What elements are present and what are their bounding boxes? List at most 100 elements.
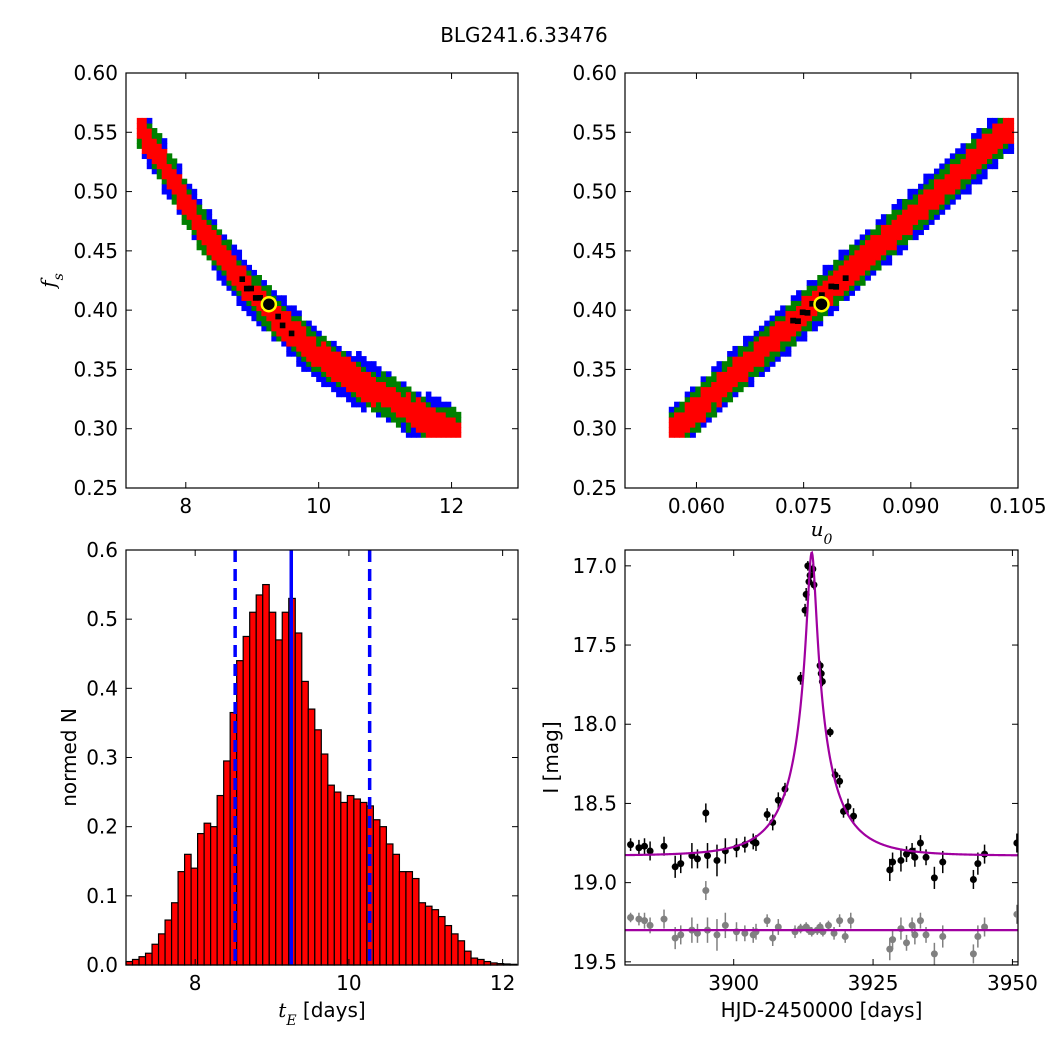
fs_vs_tE-density-cell: [196, 214, 203, 220]
fs_vs_u0-density-cell: [918, 188, 924, 195]
fs_vs_tE-density-cell: [346, 381, 352, 388]
fs_vs_u0-density-cell: [690, 421, 696, 428]
fs_vs_u0-density-cell: [880, 229, 887, 236]
fs_vs_tE-density-cell: [141, 143, 148, 149]
fs_vs_tE-density-cell: [176, 178, 183, 185]
fs_vs_u0-density-cell: [992, 117, 999, 124]
fs_vs_tE-density-cell: [161, 153, 168, 160]
residual-point: [660, 915, 668, 923]
fs_vs_u0-density-cell: [880, 259, 887, 266]
histogram-bar: [242, 635, 251, 966]
residual-point: [671, 934, 679, 942]
fs_vs_u0-density-cell: [891, 239, 898, 246]
fs_vs_u0-density-cell: [923, 193, 930, 200]
histogram-bar: [450, 933, 459, 966]
fs_vs_tE-density-cell: [231, 264, 238, 271]
fs_vs_u0-density-cell: [764, 356, 771, 362]
fs_vs_u0-density-cell: [705, 401, 712, 408]
fs_vs_u0-density-cell: [668, 416, 675, 423]
fs_vs_tE-density-cell: [336, 356, 342, 362]
fs_vs_tE-density-cell: [361, 386, 367, 393]
fs_vs_tE-density-cell: [301, 335, 307, 342]
fs_vs_u0-density-cell: [822, 310, 829, 317]
fs_vs_u0-density-cell: [780, 340, 787, 347]
fs_vs_tE-density-cell: [321, 376, 327, 383]
fs_vs_tE-density-cell: [366, 366, 372, 372]
fs_vs_u0-density-cell: [865, 249, 871, 256]
fs_vs_u0-density-cell: [737, 356, 744, 362]
fs_vs_tE-density-cell: [216, 234, 223, 241]
light_curve-ytick-label: 19.5: [572, 950, 617, 974]
fs_vs_tE-density-cell: [390, 406, 397, 413]
fs_vs_tE-density-cell: [206, 214, 213, 220]
fs_vs_tE-density-cell: [211, 249, 218, 256]
fs_vs_u0-density-cell: [668, 421, 675, 428]
fs_vs_u0-density-cell: [870, 229, 877, 236]
histogram-bar: [170, 902, 179, 966]
fs_vs_u0-density-cell: [817, 285, 824, 291]
fs_vs_u0-density-cell: [674, 432, 681, 438]
fs_vs_u0-density-cell: [705, 386, 712, 393]
fs_vs_tE-density-cell: [415, 401, 422, 408]
fs_vs_tE-density-cell: [306, 351, 312, 357]
data-point: [916, 839, 924, 847]
fs_vs_tE-density-cell: [151, 168, 158, 175]
residual-point: [908, 921, 916, 929]
fs_vs_u0-density-cell: [827, 264, 834, 271]
fs_vs_u0-density-cell: [891, 209, 898, 215]
fs_vs_tE-density-cell: [410, 416, 417, 423]
fs_vs_u0-density-cell: [700, 396, 707, 403]
fs_vs_tE-density-cell: [425, 411, 432, 418]
fs_vs_tE-density-cell: [346, 371, 352, 377]
fs_vs_u0-density-cell: [674, 401, 681, 408]
fs_vs_tE-density-cell: [271, 315, 277, 322]
fs_vs_u0-best-fit-marker: [813, 295, 830, 313]
fs_vs_u0-density-cell: [854, 264, 861, 271]
fs_vs_tE-density-cell: [206, 229, 213, 236]
fs_vs_u0-density-cell: [986, 158, 993, 165]
fs_vs_tE-density-cell: [281, 340, 287, 347]
fs_vs_u0-density-cell: [865, 259, 871, 266]
fs_vs_tE-density-cell: [405, 416, 412, 423]
fs_vs_tE-density-cell: [366, 396, 372, 403]
histogram-bar: [216, 794, 225, 966]
data-point: [627, 841, 635, 849]
fs_vs_tE-density-cell: [390, 396, 397, 403]
fs_vs_tE-density-cell: [326, 376, 332, 383]
fs_vs_u0-density-cell: [981, 148, 988, 154]
fs_vs_tE-density-cell: [246, 300, 253, 307]
fs_vs_tE-density-cell: [316, 345, 322, 352]
fs_vs_tE-density-cell: [435, 427, 442, 433]
fs_vs_u0-density-cell: [764, 345, 771, 352]
fs_vs_u0-density-cell: [902, 204, 909, 210]
fs_vs_u0-density-cell: [748, 381, 755, 388]
fs_vs_u0-density-cell: [955, 163, 962, 170]
fs_vs_u0-ytick-label: 0.60: [572, 61, 617, 85]
fs_vs_u0-density-cell: [971, 173, 977, 180]
histogram-bar: [372, 819, 381, 966]
fs_vs_u0-density-cell: [785, 315, 792, 322]
fs_vs_u0-density-cell: [933, 173, 940, 180]
fs_vs_u0-density-cell: [774, 315, 781, 322]
data-point: [704, 852, 712, 860]
fs_vs_tE-density-cell: [276, 305, 282, 312]
histogram-bar: [463, 950, 472, 966]
fs_vs_tE-density-cell: [171, 198, 178, 205]
fs_vs_u0-density-cell: [997, 148, 1004, 154]
fs_vs_tE-density-cell: [331, 345, 337, 352]
fs_vs_tE-density-cell: [241, 264, 248, 271]
fs_vs_tE-density-cell: [226, 249, 233, 256]
fs_vs_tE-density-cell: [346, 351, 352, 357]
light_curve-frame: [624, 549, 1019, 966]
fs_vs_u0-density-cell: [737, 351, 744, 357]
fs_vs_tE-density-cell: [251, 315, 257, 322]
fs_vs_tE-density-cell: [450, 427, 457, 433]
fs_vs_tE-density-cell: [341, 386, 347, 393]
fs_vs_tE-density-cell: [166, 188, 173, 195]
fs_vs_tE-density-cell: [390, 416, 397, 423]
fs_vs_tE-density-cell: [286, 325, 292, 332]
fs_vs_u0-density-cell: [727, 381, 734, 388]
fs_vs_u0-density-cell: [721, 401, 728, 408]
fs_vs_tE-peak-cell: [288, 330, 295, 337]
fs_vs_tE-density-cell: [395, 396, 402, 403]
